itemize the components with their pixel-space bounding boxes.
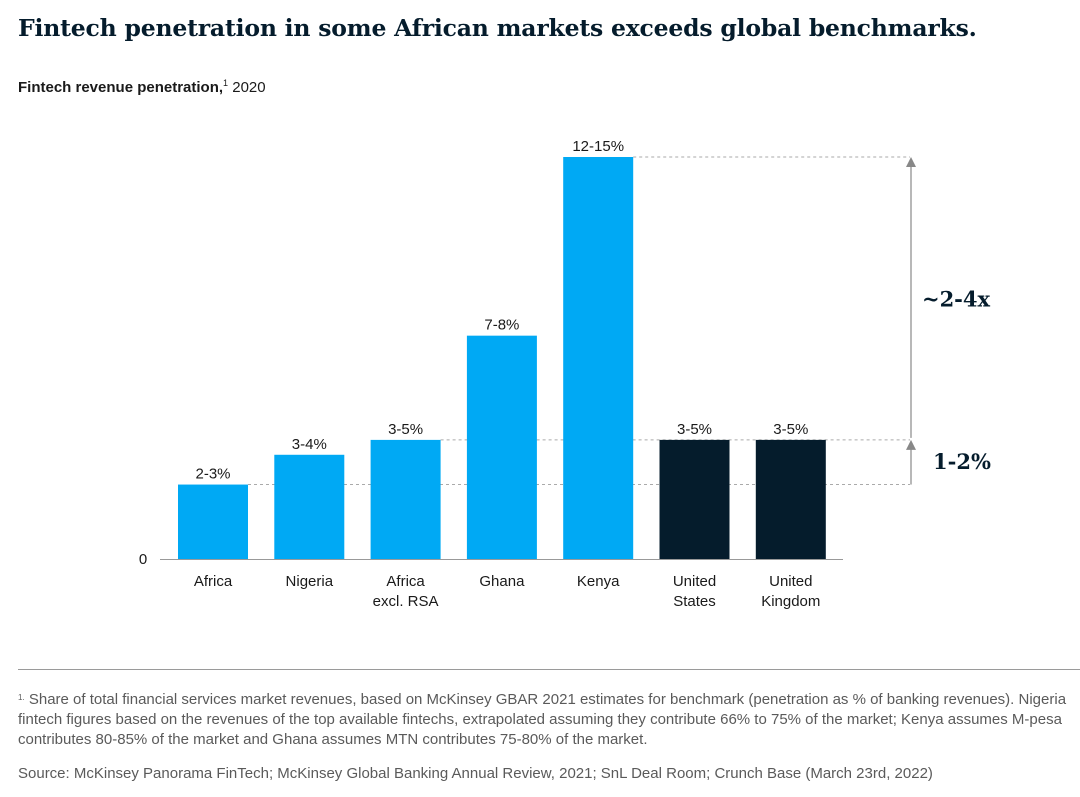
category-label: Ghana (479, 573, 525, 590)
category-label: Africa (194, 573, 233, 590)
category-label: Kingdom (761, 593, 820, 610)
data-label: 3-5% (388, 421, 423, 438)
data-label: 12-15% (572, 138, 624, 155)
bar (370, 439, 441, 559)
category-label: States (673, 593, 716, 610)
bracket-arrowhead-upper (906, 157, 916, 167)
footer-divider (18, 669, 1080, 670)
category-label: excl. RSA (373, 593, 439, 610)
footnote-marker: 1. (18, 693, 25, 702)
bracket-arrowhead-lower (906, 439, 916, 450)
data-label: 3-4% (292, 436, 327, 453)
footnote-text: Share of total financial services market… (18, 691, 1067, 748)
bar (659, 439, 730, 559)
bar (274, 454, 345, 559)
category-label: United (673, 573, 716, 590)
data-label: 3-5% (773, 421, 808, 438)
bar (755, 439, 826, 559)
y-tick-label: 0 (139, 551, 147, 568)
footnote: 1. Share of total financial services mar… (18, 690, 1068, 750)
data-label: 2-3% (195, 466, 230, 483)
annotation-multiplier: ~2-4x (922, 286, 991, 311)
category-label: Kenya (577, 573, 620, 590)
category-label: United (769, 573, 812, 590)
bar-chart: 2-3% Africa 3-4% Nigeria 3-5% Africa excl. RSA… (139, 138, 991, 610)
source-note: Source: McKinsey Panorama FinTech; McKin… (18, 765, 933, 782)
chart-subtitle: Fintech revenue penetration,1 2020 (18, 78, 266, 96)
data-label: 3-5% (677, 421, 712, 438)
bar (178, 484, 248, 559)
category-label: Nigeria (286, 573, 334, 590)
subtitle-metric: Fintech revenue penetration, (18, 79, 224, 96)
subtitle-year: 2020 (232, 79, 266, 96)
data-label: 7-8% (484, 317, 519, 334)
subtitle-footnote-marker: 1 (223, 78, 229, 88)
bar (466, 335, 537, 559)
chart-title: Fintech penetration in some African mark… (18, 14, 977, 42)
bar (563, 157, 634, 559)
category-label: Africa (386, 573, 425, 590)
annotation-range: 1-2% (933, 449, 991, 474)
